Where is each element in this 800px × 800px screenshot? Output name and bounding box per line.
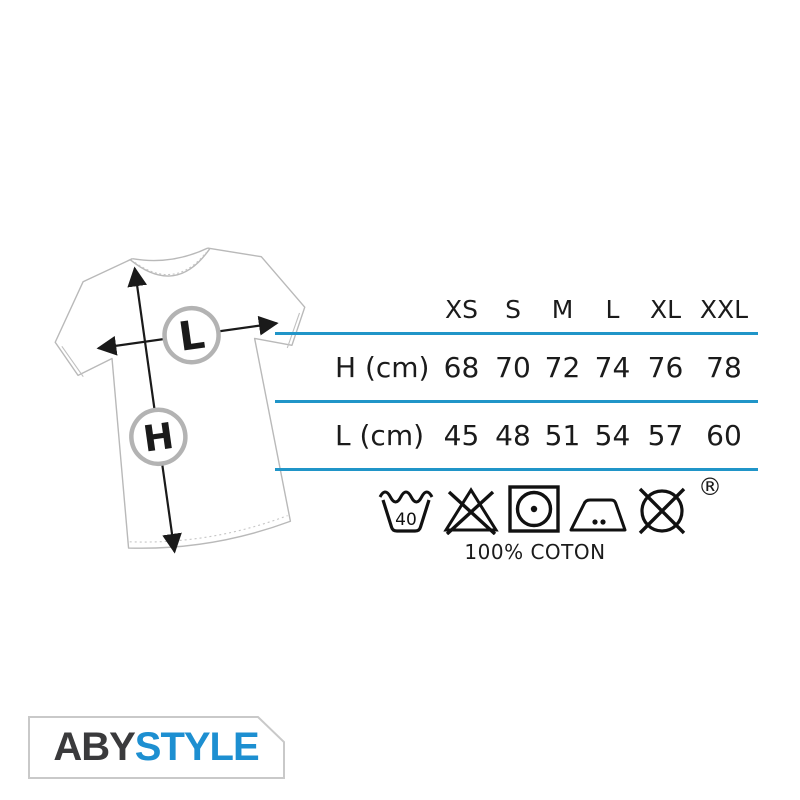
size-column-header: L bbox=[605, 295, 620, 324]
size-value-cell: 45 bbox=[443, 419, 480, 452]
tshirt-illustration: L H bbox=[54, 247, 306, 554]
size-header-row: XS S M L XL XXL bbox=[275, 288, 758, 332]
logo-box bbox=[28, 716, 285, 779]
height-label-circle bbox=[129, 407, 188, 467]
logo-text-style: STYLE bbox=[134, 724, 260, 769]
size-column-header: XS bbox=[445, 295, 478, 324]
size-value-cell: 72 bbox=[544, 351, 581, 384]
wash-temperature: 40 bbox=[395, 510, 417, 530]
size-chart-table: XS S M L XL XXL H (cm) 68 70 72 74 76 78… bbox=[275, 288, 758, 471]
size-value-cell: 74 bbox=[594, 351, 631, 384]
size-value-cell: 57 bbox=[647, 419, 684, 452]
size-value-cell: 78 bbox=[706, 351, 742, 384]
tshirt-diagram: L H bbox=[22, 230, 352, 582]
tumble-dry-icon bbox=[508, 485, 560, 533]
row-label: L (cm) bbox=[335, 419, 425, 452]
size-column-header: S bbox=[505, 295, 521, 324]
table-divider bbox=[275, 400, 758, 403]
care-symbols: 40 ® bbox=[377, 475, 722, 535]
logo-text: ABY STYLE bbox=[28, 716, 284, 778]
do-not-bleach-icon bbox=[443, 487, 499, 535]
width-label: L bbox=[176, 312, 208, 361]
iron-icon bbox=[569, 498, 627, 532]
size-value-cell: 70 bbox=[495, 351, 531, 384]
do-not-dry-clean-icon bbox=[638, 487, 686, 535]
table-row-width: L (cm) 45 48 51 54 57 60 bbox=[275, 403, 758, 468]
material-label: 100% COTON bbox=[464, 540, 606, 564]
table-divider bbox=[275, 468, 758, 471]
logo-text-aby: ABY bbox=[53, 724, 135, 769]
size-value-cell: 48 bbox=[495, 419, 531, 452]
size-column-header: XXL bbox=[699, 295, 749, 324]
size-value-cell: 54 bbox=[594, 419, 631, 452]
row-label: H (cm) bbox=[335, 351, 430, 384]
size-value-cell: 51 bbox=[544, 419, 581, 452]
height-label: H bbox=[141, 416, 177, 461]
registered-trademark: ® bbox=[698, 473, 722, 501]
size-value-cell: 60 bbox=[706, 419, 742, 452]
table-row-height: H (cm) 68 70 72 74 76 78 bbox=[275, 335, 758, 400]
wash-40-icon: 40 bbox=[378, 490, 434, 533]
size-column-header: XL bbox=[649, 295, 682, 324]
size-value-cell: 76 bbox=[647, 351, 684, 384]
width-label-circle bbox=[162, 305, 221, 365]
size-value-cell: 68 bbox=[443, 351, 480, 384]
size-column-header: M bbox=[551, 295, 574, 324]
table-divider bbox=[275, 332, 758, 335]
header-empty-cell bbox=[275, 324, 435, 332]
abystyle-logo: ABY STYLE bbox=[28, 716, 286, 780]
